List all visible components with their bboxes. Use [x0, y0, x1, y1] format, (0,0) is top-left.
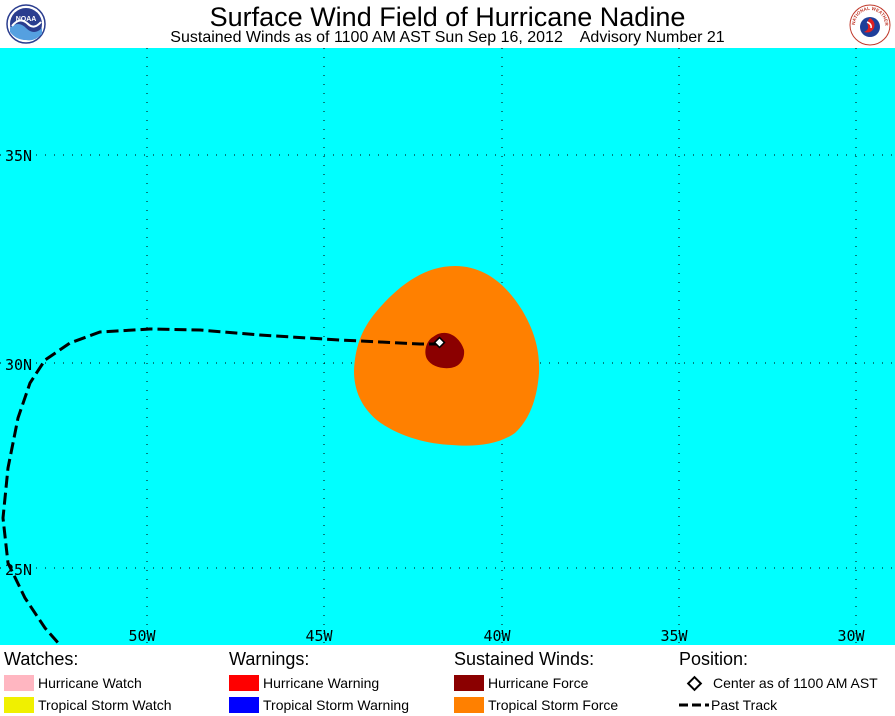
- tropical-storm-force-swatch: [454, 697, 484, 713]
- lon-label-40w: 40W: [483, 627, 511, 645]
- legend-watches: Watches: Hurricane Watch Tropical Storm …: [4, 649, 172, 716]
- legend-item: Hurricane Watch: [4, 672, 172, 694]
- legend-item: Tropical Storm Warning: [229, 694, 409, 716]
- legend-warnings: Warnings: Hurricane Warning Tropical Sto…: [229, 649, 409, 716]
- legend-item: Tropical Storm Force: [454, 694, 618, 716]
- legend-warnings-heading: Warnings:: [229, 649, 310, 669]
- legend-item-label: Tropical Storm Warning: [263, 697, 410, 713]
- tropical-storm-warning-swatch: [229, 697, 259, 713]
- legend-item: Past Track: [679, 694, 878, 716]
- legend-item: Tropical Storm Watch: [4, 694, 172, 716]
- hurricane-force-swatch: [454, 675, 484, 691]
- legend-item-label: Past Track: [711, 697, 778, 713]
- tropical-storm-watch-swatch: [4, 697, 34, 713]
- noaa-logo-text: NOAA: [16, 16, 37, 23]
- hurricane-warning-swatch: [229, 675, 259, 691]
- past-track-line: [1, 327, 441, 645]
- nws-logo: NATIONAL WEATHER SERVICE: [847, 0, 891, 51]
- legend-item: Hurricane Force: [454, 672, 618, 694]
- legend-item-label: Hurricane Warning: [263, 675, 380, 691]
- legend-sustained-winds: Sustained Winds: Hurricane Force Tropica…: [454, 649, 618, 716]
- legend-item: Center as of 1100 AM AST: [679, 672, 878, 694]
- map-header: NOAA Surface Wind Field of Hurricane Nad…: [0, 0, 895, 48]
- lat-label-25n: 25N: [5, 561, 32, 579]
- legend-winds-heading: Sustained Winds:: [454, 649, 595, 669]
- legend-item-label: Tropical Storm Force: [488, 697, 619, 713]
- lon-label-30w: 30W: [837, 627, 865, 645]
- lat-label-35n: 35N: [5, 147, 32, 165]
- legend-item-label: Center as of 1100 AM AST: [713, 675, 878, 691]
- page-title: Surface Wind Field of Hurricane Nadine: [209, 2, 686, 32]
- lon-label-50w: 50W: [128, 627, 156, 645]
- lat-lon-grid: [0, 48, 895, 645]
- legend-item-label: Tropical Storm Watch: [38, 697, 172, 713]
- legend-position-heading: Position:: [679, 649, 749, 669]
- legend-position: Position: Center as of 1100 AM AST Past …: [679, 649, 878, 716]
- noaa-logo: NOAA: [6, 4, 46, 49]
- map-legend: Watches: Hurricane Watch Tropical Storm …: [0, 645, 895, 716]
- lon-label-35w: 35W: [660, 627, 688, 645]
- page-subtitle: Sustained Winds as of 1100 AM AST Sun Se…: [170, 29, 725, 46]
- legend-watches-heading: Watches:: [4, 649, 79, 669]
- legend-item-label: Hurricane Watch: [38, 675, 142, 691]
- storm-center-marker: [433, 336, 446, 349]
- center-diamond-icon: [679, 675, 709, 691]
- past-track-dash-icon: [679, 697, 709, 713]
- lat-label-30n: 30N: [5, 356, 32, 374]
- hurricane-watch-swatch: [4, 675, 34, 691]
- lon-label-45w: 45W: [305, 627, 333, 645]
- legend-item: Hurricane Warning: [229, 672, 409, 694]
- legend-item-label: Hurricane Force: [488, 675, 589, 691]
- wind-field-map: 35N 30N 25N 50W 45W 40W 35W 30W: [0, 48, 895, 645]
